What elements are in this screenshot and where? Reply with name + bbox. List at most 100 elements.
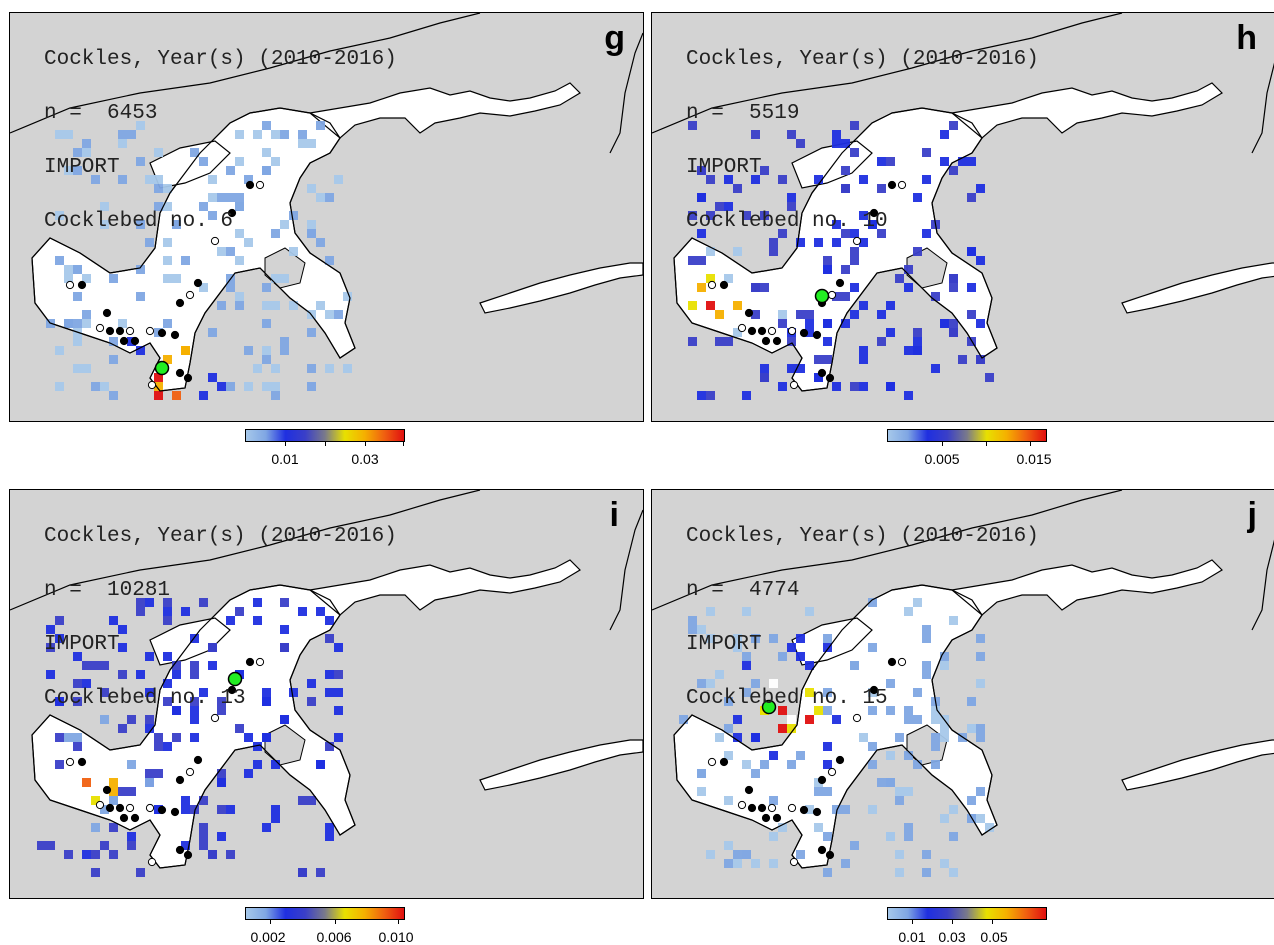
density-cell	[82, 364, 91, 373]
density-cell	[73, 679, 82, 688]
density-cell	[136, 265, 145, 274]
density-cell	[688, 301, 697, 310]
side-river	[1121, 739, 1274, 791]
panel-letter: j	[1247, 496, 1257, 534]
density-cell	[823, 868, 832, 877]
colorbar-tick	[325, 441, 326, 446]
density-cell	[163, 184, 172, 193]
station-marker	[170, 330, 180, 340]
density-cell	[832, 715, 841, 724]
density-cell	[109, 391, 118, 400]
density-cell	[154, 148, 163, 157]
density-cell	[850, 841, 859, 850]
density-cell	[271, 130, 280, 139]
density-cell	[832, 382, 841, 391]
density-cell	[118, 319, 127, 328]
density-cell	[235, 130, 244, 139]
density-cell	[136, 670, 145, 679]
density-cell	[172, 220, 181, 229]
density-cell	[334, 670, 343, 679]
density-cell	[724, 841, 733, 850]
density-cell	[316, 301, 325, 310]
station-marker	[772, 813, 782, 823]
colorbar-tick	[285, 441, 286, 446]
density-cell	[307, 184, 316, 193]
density-cell	[217, 778, 226, 787]
station-marker	[210, 713, 220, 723]
density-cell	[217, 832, 226, 841]
density-cell	[118, 130, 127, 139]
density-cell	[904, 715, 913, 724]
station-marker	[147, 857, 157, 867]
density-cell	[841, 184, 850, 193]
density-cell	[976, 355, 985, 364]
island	[906, 247, 948, 289]
colorbar-tick	[365, 441, 366, 446]
density-cell	[697, 787, 706, 796]
density-cell	[841, 229, 850, 238]
density-cell	[64, 166, 73, 175]
density-cell	[262, 733, 271, 742]
density-cell	[733, 859, 742, 868]
station-marker	[65, 280, 75, 290]
density-cell	[814, 778, 823, 787]
density-cell	[769, 832, 778, 841]
density-cell	[859, 211, 868, 220]
station-marker	[105, 803, 115, 813]
coastline	[1251, 62, 1274, 154]
density-cell	[181, 607, 190, 616]
density-grid	[46, 121, 352, 400]
station-marker	[193, 755, 203, 765]
density-cell	[262, 688, 271, 697]
density-cell	[325, 616, 334, 625]
density-cell	[868, 598, 877, 607]
density-cell	[976, 724, 985, 733]
density-cell	[895, 733, 904, 742]
density-cell	[208, 850, 217, 859]
density-cell	[877, 184, 886, 193]
density-cell	[949, 274, 958, 283]
density-cell	[778, 310, 787, 319]
estuary-map	[10, 490, 643, 877]
density-cell	[742, 391, 751, 400]
density-cell	[73, 337, 82, 346]
density-cell	[163, 616, 172, 625]
density-cell	[949, 328, 958, 337]
density-cell	[163, 697, 172, 706]
station-marker	[175, 845, 185, 855]
station-marker	[744, 308, 754, 318]
density-cell	[697, 283, 706, 292]
density-cell	[967, 697, 976, 706]
density-cell	[262, 697, 271, 706]
density-cell	[217, 382, 226, 391]
density-cell	[940, 814, 949, 823]
density-cell	[154, 769, 163, 778]
density-cell	[868, 760, 877, 769]
density-cell	[778, 652, 787, 661]
station-marker	[767, 326, 777, 336]
density-cell	[886, 751, 895, 760]
density-cell	[751, 283, 760, 292]
density-cell	[235, 724, 244, 733]
density-cell	[949, 805, 958, 814]
density-cell	[697, 769, 706, 778]
density-cell	[307, 328, 316, 337]
density-cell	[742, 607, 751, 616]
density-cell	[163, 256, 172, 265]
colorbar-tick	[952, 919, 953, 924]
cocklebed-source-marker	[814, 288, 830, 304]
station-marker	[789, 380, 799, 390]
station-marker	[227, 208, 237, 218]
density-cell	[163, 274, 172, 283]
station-marker	[183, 850, 193, 860]
colorbar-tick-label: 0.05	[980, 929, 1008, 945]
colorbar-tick	[942, 441, 943, 446]
density-cell	[877, 337, 886, 346]
density-cell	[904, 283, 913, 292]
density-cell	[823, 337, 832, 346]
density-cell	[733, 850, 742, 859]
density-cell	[814, 355, 823, 364]
density-cell	[172, 733, 181, 742]
density-cell	[922, 670, 931, 679]
density-cell	[217, 706, 226, 715]
